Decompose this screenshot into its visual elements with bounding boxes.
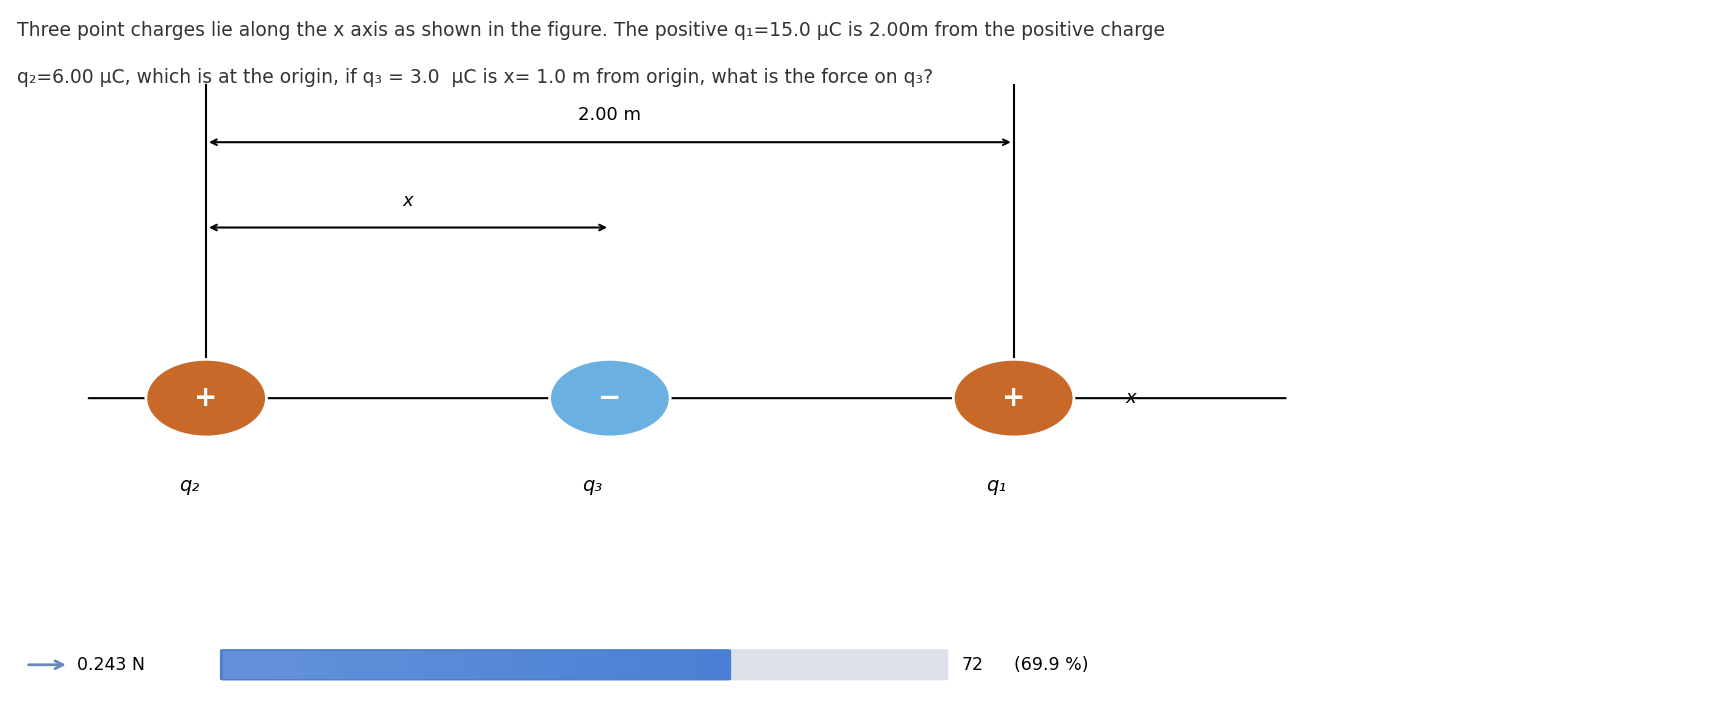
Bar xyxy=(357,651,375,679)
Bar xyxy=(493,651,509,679)
Bar xyxy=(375,651,392,679)
Bar xyxy=(342,651,357,679)
Bar xyxy=(577,651,593,679)
Bar xyxy=(258,651,273,679)
Bar xyxy=(543,651,560,679)
Bar xyxy=(476,651,493,679)
Text: q₂: q₂ xyxy=(179,476,199,496)
Bar xyxy=(290,651,308,679)
Text: Three point charges lie along the x axis as shown in the figure. The positive q₁: Three point charges lie along the x axis… xyxy=(17,21,1165,41)
Bar xyxy=(644,651,660,679)
Text: 0.243 N: 0.243 N xyxy=(77,656,146,674)
Bar xyxy=(593,651,610,679)
Bar xyxy=(459,651,476,679)
Bar xyxy=(424,651,442,679)
FancyBboxPatch shape xyxy=(220,649,732,680)
Text: x: x xyxy=(1125,389,1136,407)
Text: 2.00 m: 2.00 m xyxy=(579,107,641,124)
Bar xyxy=(273,651,290,679)
Bar xyxy=(509,651,526,679)
Ellipse shape xyxy=(953,359,1074,437)
Bar xyxy=(526,651,543,679)
Bar xyxy=(677,651,694,679)
Text: q₂=6.00 μC, which is at the origin, if q₃ = 3.0  μC is x= 1.0 m from origin, wha: q₂=6.00 μC, which is at the origin, if q… xyxy=(17,68,933,87)
Bar xyxy=(711,651,728,679)
Bar xyxy=(409,651,424,679)
Text: q₃: q₃ xyxy=(582,476,603,496)
Text: +: + xyxy=(1002,384,1026,412)
Bar xyxy=(694,651,711,679)
Bar xyxy=(325,651,342,679)
Bar xyxy=(610,651,627,679)
Text: x: x xyxy=(402,192,414,210)
Ellipse shape xyxy=(550,359,670,437)
Text: q₁: q₁ xyxy=(986,476,1007,496)
Text: +: + xyxy=(194,384,218,412)
Ellipse shape xyxy=(146,359,266,437)
Bar xyxy=(223,651,241,679)
Bar xyxy=(392,651,409,679)
Text: (69.9 %): (69.9 %) xyxy=(1014,656,1087,674)
Bar xyxy=(627,651,644,679)
Text: 72: 72 xyxy=(962,656,984,674)
Bar xyxy=(442,651,459,679)
Bar xyxy=(308,651,325,679)
Bar xyxy=(241,651,258,679)
Bar xyxy=(560,651,577,679)
Bar xyxy=(660,651,677,679)
FancyBboxPatch shape xyxy=(220,649,948,680)
Text: −: − xyxy=(598,384,622,412)
